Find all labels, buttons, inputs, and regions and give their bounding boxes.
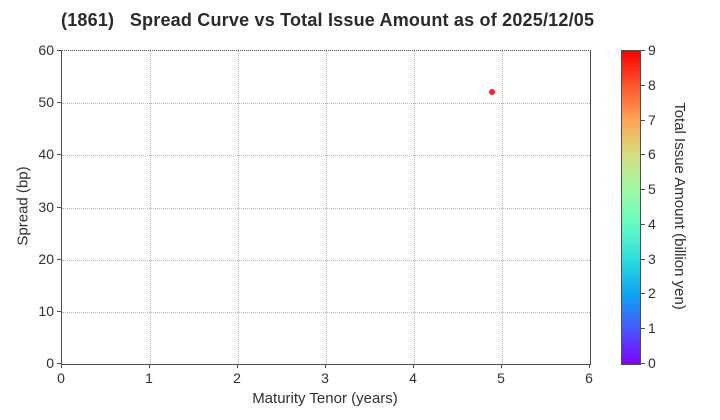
x-tick-mark xyxy=(149,364,150,368)
colorbar-label: Total Issue Amount (billion yen) xyxy=(671,102,688,310)
x-tick-mark xyxy=(61,364,62,368)
colorbar xyxy=(621,50,641,365)
x-tick-mark xyxy=(413,364,414,368)
x-tick-label: 1 xyxy=(145,370,153,386)
colorbar-tick-label: 0 xyxy=(648,355,656,371)
colorbar-tick-label: 4 xyxy=(648,215,656,232)
colorbar-tick-label: 6 xyxy=(648,146,656,163)
x-tick-mark xyxy=(325,364,326,368)
colorbar-tick-mark xyxy=(641,328,645,330)
x-tick-label: 4 xyxy=(409,370,417,386)
x-tick-label: 5 xyxy=(497,370,505,386)
y-tick-label: 60 xyxy=(38,42,54,58)
colorbar-tick-mark xyxy=(641,119,645,121)
x-tick-label: 6 xyxy=(585,370,593,386)
y-tick-label: 50 xyxy=(38,94,54,111)
colorbar-tick-mark xyxy=(641,293,645,295)
colorbar-tick-label: 1 xyxy=(648,320,656,337)
x-tick-label: 0 xyxy=(57,370,65,386)
x-tick-mark xyxy=(501,364,502,368)
x-axis-label: Maturity Tenor (years) xyxy=(252,390,398,407)
colorbar-tick-label: 9 xyxy=(648,42,656,58)
y-tick-label: 10 xyxy=(38,302,54,319)
scatter-point xyxy=(489,88,496,95)
colorbar-tick-label: 2 xyxy=(648,285,656,302)
y-tick-label: 40 xyxy=(38,146,54,163)
x-tick-label: 3 xyxy=(321,370,329,386)
y-tick-mark xyxy=(57,50,61,51)
y-tick-mark xyxy=(57,258,61,260)
y-tick-label: 20 xyxy=(38,250,54,267)
plot-area xyxy=(61,50,591,365)
y-tick-mark xyxy=(57,102,61,104)
colorbar-tick-mark xyxy=(641,84,645,86)
horizontal-gridline xyxy=(62,259,590,261)
x-tick-mark xyxy=(589,364,590,368)
x-tick-mark xyxy=(237,364,238,368)
colorbar-tick-label: 8 xyxy=(648,76,656,93)
horizontal-gridline xyxy=(62,155,590,157)
colorbar-tick-label: 7 xyxy=(648,111,656,128)
y-tick-mark xyxy=(57,206,61,208)
chart-title: (1861) Spread Curve vs Total Issue Amoun… xyxy=(61,10,595,30)
y-tick-mark xyxy=(57,363,61,364)
horizontal-gridline xyxy=(62,311,590,313)
y-tick-mark xyxy=(57,310,61,312)
colorbar-tick-label: 3 xyxy=(648,250,656,267)
colorbar-tick-mark xyxy=(641,50,645,51)
horizontal-gridline xyxy=(62,207,590,209)
colorbar-tick-mark xyxy=(641,154,645,156)
colorbar-tick-mark xyxy=(641,189,645,191)
colorbar-tick-label: 5 xyxy=(648,181,656,198)
colorbar-tick-mark xyxy=(641,363,645,364)
y-tick-label: 30 xyxy=(38,198,54,215)
x-tick-label: 2 xyxy=(233,370,241,386)
y-tick-mark xyxy=(57,154,61,156)
y-tick-label: 0 xyxy=(46,355,54,371)
colorbar-tick-mark xyxy=(641,258,645,260)
colorbar-tick-mark xyxy=(641,223,645,225)
horizontal-gridline xyxy=(62,103,590,105)
